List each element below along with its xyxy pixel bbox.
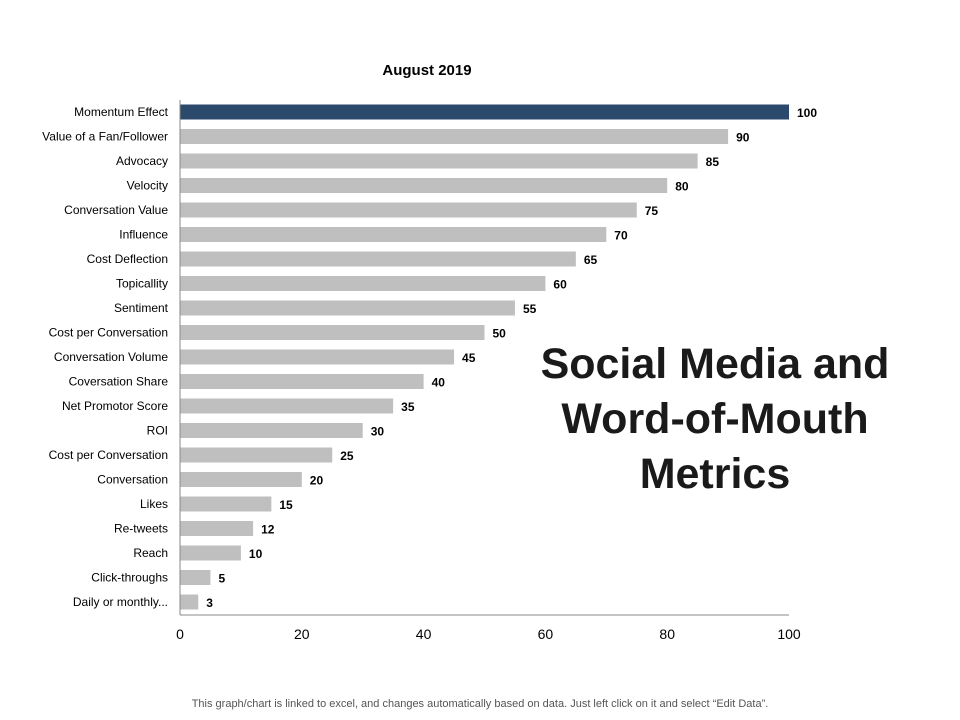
x-tick-label: 100 (777, 626, 801, 642)
data-label: 30 (371, 425, 385, 439)
category-label: Cost Deflection (87, 252, 168, 266)
category-label: Topicallity (116, 277, 168, 291)
category-label: Daily or monthly... (73, 595, 168, 609)
data-label: 100 (797, 106, 817, 120)
data-label: 70 (614, 229, 628, 243)
data-label: 10 (249, 547, 263, 561)
x-tick-labels-group: 0 20 40 60 80 100 (176, 626, 801, 642)
bar (180, 496, 272, 512)
bar (180, 276, 546, 291)
bar (180, 227, 607, 242)
bar (180, 472, 302, 487)
x-tick-label: 60 (538, 626, 554, 642)
category-label: Coversation Share (69, 375, 169, 389)
data-label: 65 (584, 253, 598, 267)
category-label: Influence (119, 228, 168, 242)
category-label: Reach (133, 546, 168, 560)
data-label: 25 (340, 449, 354, 463)
bar (180, 153, 698, 169)
category-label: Sentiment (114, 301, 169, 315)
data-label: 80 (675, 180, 689, 194)
bar (180, 104, 789, 120)
category-label: ROI (147, 424, 168, 438)
bar (180, 202, 637, 218)
x-tick-label: 80 (659, 626, 675, 642)
category-label: Value of a Fan/Follower (42, 130, 168, 144)
category-label: Cost per Conversation (49, 326, 168, 340)
x-tick-label: 40 (416, 626, 432, 642)
category-label: Conversation Value (64, 203, 168, 217)
bar (180, 349, 455, 365)
bar (180, 447, 333, 463)
category-label: Likes (140, 497, 168, 511)
category-label: Advocacy (116, 154, 168, 168)
data-label: 20 (310, 474, 324, 488)
category-label: Cost per Conversation (49, 448, 168, 462)
category-label: Click-throughs (91, 571, 168, 585)
category-label: Velocity (127, 179, 168, 193)
bar (180, 594, 199, 610)
bar (180, 178, 668, 193)
x-tick-label: 0 (176, 626, 184, 642)
category-label: Momentum Effect (74, 105, 168, 119)
data-labels-group: 100 90 85 80 75 70 65 60 55 50 45 40 35 30 25 20 15 12 10 5… (206, 106, 817, 610)
bar (180, 251, 576, 267)
data-label: 45 (462, 351, 476, 365)
category-labels-group: Momentum Effect Value of a Fan/Follower Ad… (42, 105, 169, 609)
data-label: 3 (206, 596, 213, 610)
data-label: 5 (218, 572, 225, 586)
bar (180, 300, 515, 316)
bar (180, 129, 729, 144)
data-label: 12 (261, 523, 275, 537)
bar (180, 398, 394, 414)
data-label: 75 (645, 204, 659, 218)
data-label: 40 (432, 376, 446, 390)
bar (180, 545, 241, 561)
data-label: 15 (279, 498, 293, 512)
category-label: Conversation Volume (54, 350, 168, 364)
data-label: 60 (553, 278, 567, 292)
bar (180, 570, 211, 585)
data-label: 55 (523, 302, 537, 316)
bar (180, 374, 424, 389)
footer-note: This graph/chart is linked to excel, and… (191, 698, 769, 710)
bar (180, 521, 254, 536)
data-label: 85 (706, 155, 720, 169)
x-tick-label: 20 (294, 626, 310, 642)
category-label: Net Promotor Score (62, 399, 168, 413)
bar (180, 325, 485, 340)
side-heading: Social Media and Word-of-Mouth Metrics (540, 340, 890, 498)
data-label: 35 (401, 400, 415, 414)
bar (180, 423, 363, 438)
data-label: 90 (736, 131, 750, 145)
category-label: Re-tweets (114, 522, 168, 536)
bars-group (180, 104, 789, 610)
data-label: 50 (493, 327, 507, 341)
chart-title: August 2019 (382, 62, 471, 79)
category-label: Conversation (97, 473, 168, 487)
